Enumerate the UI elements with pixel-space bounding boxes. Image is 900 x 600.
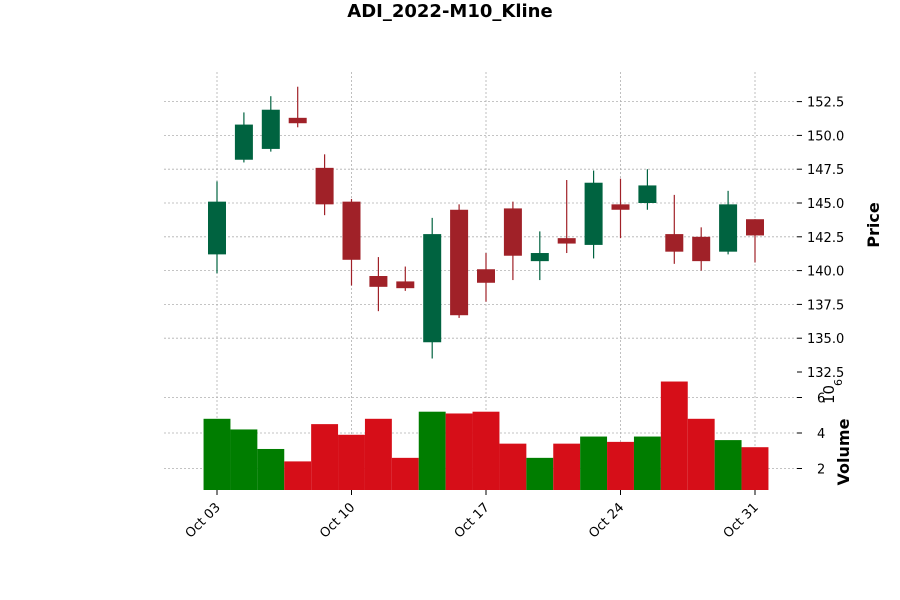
- price-tick-label: 137.5: [807, 298, 844, 313]
- chart-title: ADI_2022-M10_Kline: [347, 1, 552, 22]
- price-tick-label: 142.5: [807, 231, 844, 246]
- candle-body: [234, 124, 253, 160]
- volume-tick-label: 4: [817, 427, 825, 442]
- volume-bar: [714, 440, 742, 490]
- candle-body: [423, 234, 442, 343]
- candle: [557, 180, 576, 254]
- price-grid: [164, 101, 797, 339]
- candles: [208, 86, 764, 359]
- volume-tick-label: 6: [817, 392, 825, 407]
- volume-bar: [526, 457, 554, 490]
- candle: [208, 181, 226, 274]
- volume-exponent: 10 6: [820, 379, 845, 404]
- volume-bar: [445, 413, 473, 490]
- candle: [477, 253, 495, 302]
- volume-bar: [257, 448, 285, 490]
- candle: [611, 178, 630, 239]
- candle-body: [288, 117, 307, 124]
- date-tick-label: Oct 03: [183, 500, 224, 541]
- candle-body: [584, 182, 603, 245]
- volume-bar: [687, 418, 715, 490]
- volume-bar: [391, 457, 419, 490]
- volume-bar: [230, 429, 258, 490]
- volume-bar: [311, 424, 339, 490]
- date-tick-label: Oct 31: [721, 500, 762, 541]
- candle-body: [611, 204, 630, 210]
- candle: [665, 194, 684, 264]
- candle-body: [369, 276, 388, 287]
- volume-bars: [203, 381, 769, 490]
- candle: [503, 201, 522, 281]
- candle-body: [638, 185, 657, 203]
- volume-axis: 2 4 6: [797, 392, 825, 478]
- date-tick-label: Oct 24: [586, 500, 627, 541]
- volume-exponent-power: 6: [832, 379, 845, 386]
- volume-bar: [607, 441, 634, 490]
- candle-body: [342, 201, 361, 260]
- candle-body: [665, 234, 684, 252]
- volume-tick-label: 2: [817, 463, 825, 478]
- price-tick-label: 147.5: [807, 163, 844, 178]
- volume-bar: [553, 443, 581, 490]
- candle-body: [208, 201, 226, 255]
- price-tick-label: 150.0: [807, 129, 844, 144]
- candle: [315, 154, 334, 216]
- volume-axis-label: Volume: [834, 418, 853, 485]
- candle-body: [719, 204, 738, 252]
- price-axis: 132.5 135.0 137.5 140.0 142.5 145.0 147.5 150.0…: [797, 96, 844, 381]
- candle: [584, 170, 603, 259]
- candle-body: [746, 219, 764, 236]
- volume-bar: [633, 436, 661, 490]
- volume-bar: [499, 443, 527, 490]
- volume-bar: [472, 411, 500, 490]
- date-tick-label: Oct 17: [452, 500, 493, 541]
- volume-bar: [418, 411, 446, 490]
- candle-body: [450, 209, 469, 316]
- volume-bar: [338, 434, 365, 490]
- price-tick-label: 145.0: [807, 197, 844, 212]
- candle-body: [261, 109, 280, 149]
- candle: [342, 198, 361, 286]
- candle: [423, 217, 442, 359]
- volume-bar: [284, 461, 312, 490]
- candle-body: [530, 253, 549, 262]
- price-tick-label: 140.0: [807, 265, 844, 280]
- candle: [692, 227, 711, 271]
- volume-bar: [741, 447, 769, 490]
- volume-bar: [364, 418, 392, 490]
- candle-body: [692, 236, 711, 262]
- date-axis: Oct 03 Oct 10 Oct 17 Oct 24 Oct 31: [183, 490, 762, 541]
- candle-body: [315, 167, 334, 205]
- volume-bar: [203, 418, 231, 490]
- candle: [638, 169, 657, 210]
- candle: [288, 86, 307, 128]
- candle-body: [557, 238, 576, 244]
- candle: [719, 190, 738, 255]
- price-tick-label: 132.5: [807, 366, 844, 381]
- price-axis-label: Price: [864, 202, 883, 248]
- price-tick-label: 152.5: [807, 96, 844, 111]
- candle-body: [503, 208, 522, 256]
- price-tick-label: 135.0: [807, 332, 844, 347]
- volume-bar: [660, 381, 688, 490]
- volume-bar: [580, 436, 608, 490]
- candle: [450, 204, 469, 318]
- candle: [530, 231, 549, 281]
- candle: [261, 96, 280, 152]
- date-tick-label: Oct 10: [317, 500, 358, 541]
- candle-body: [396, 281, 415, 289]
- candle: [234, 112, 253, 163]
- candle-body: [477, 269, 495, 283]
- candle: [369, 257, 388, 312]
- candle: [396, 266, 415, 291]
- candle: [746, 219, 764, 263]
- volume-exponent-base: 10: [820, 385, 838, 404]
